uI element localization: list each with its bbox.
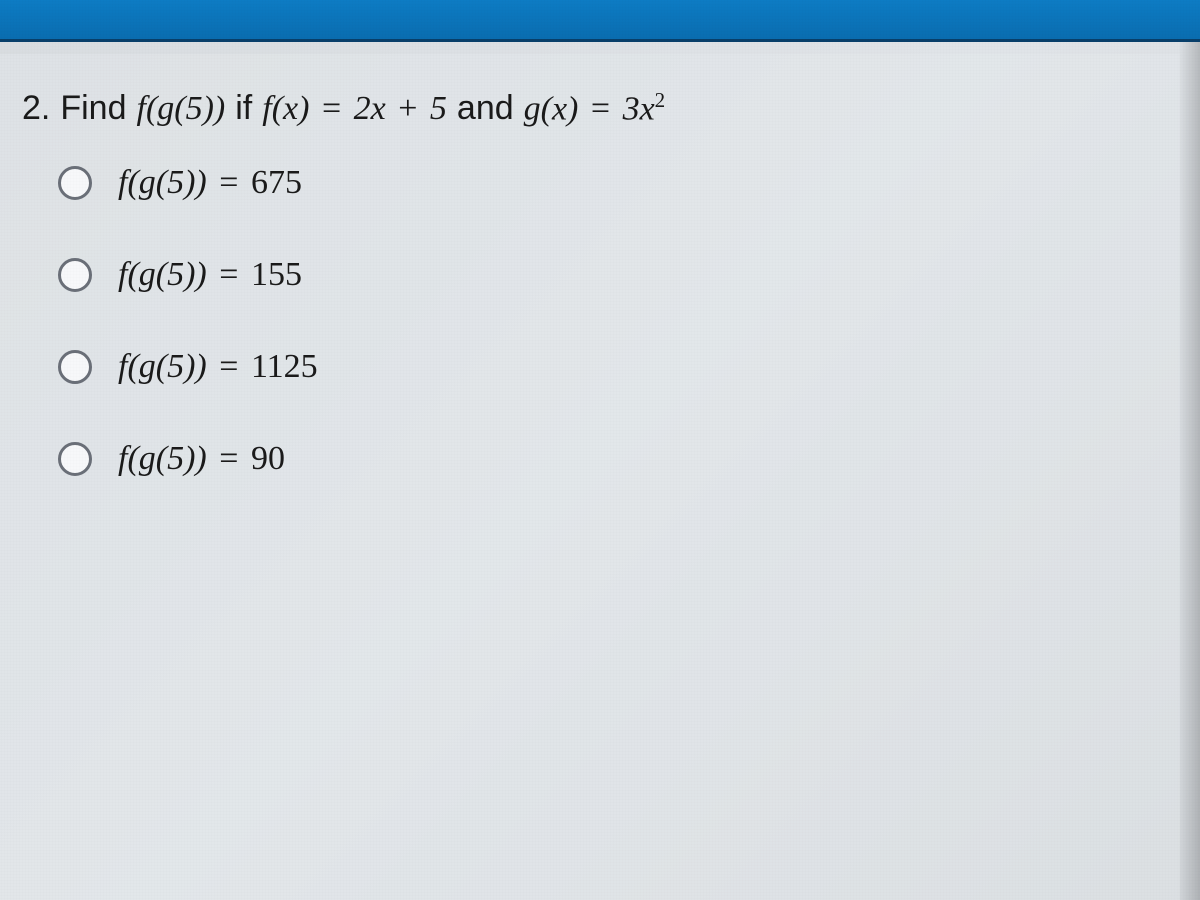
answer-option[interactable]: f(g(5)) = 675 <box>58 164 1152 202</box>
question-target-expr: f(g(5)) <box>137 90 226 128</box>
g-rhs-coef: 3 <box>623 90 640 127</box>
browser-top-bar <box>0 0 1200 42</box>
eq-sign: = <box>207 256 251 293</box>
option-lhs: f(g(5)) <box>118 440 207 477</box>
radio-button[interactable] <box>58 166 92 200</box>
question-number: 2. <box>22 89 50 128</box>
page-shadow <box>1178 42 1200 900</box>
option-value: 675 <box>251 164 302 201</box>
answer-options: f(g(5)) = 675f(g(5)) = 155f(g(5)) = 1125… <box>22 164 1152 478</box>
radio-button[interactable] <box>58 258 92 292</box>
f-lhs: f(x) <box>262 90 309 127</box>
question-if: if <box>235 89 252 128</box>
question-verb: Find <box>60 89 126 128</box>
radio-button[interactable] <box>58 350 92 384</box>
eq-sign: = <box>587 90 614 127</box>
g-rhs-var: x <box>640 90 655 127</box>
option-value: 90 <box>251 440 285 477</box>
question-and: and <box>457 89 514 128</box>
option-expression: f(g(5)) = 675 <box>118 164 302 202</box>
f-rhs-var: x <box>371 90 386 127</box>
radio-button[interactable] <box>58 442 92 476</box>
question-card: 2. Find f(g(5)) if f(x) = 2x + 5 and g(x… <box>0 54 1180 900</box>
answer-option[interactable]: f(g(5)) = 1125 <box>58 348 1152 386</box>
eq-sign: = <box>318 90 345 127</box>
option-expression: f(g(5)) = 90 <box>118 440 285 478</box>
eq-sign: = <box>207 348 251 385</box>
option-lhs: f(g(5)) <box>118 164 207 201</box>
g-definition: g(x) = 3x2 <box>524 88 666 128</box>
option-expression: f(g(5)) = 155 <box>118 256 302 294</box>
option-lhs: f(g(5)) <box>118 348 207 385</box>
eq-sign: = <box>207 440 251 477</box>
f-rhs-const: 5 <box>430 90 447 127</box>
answer-option[interactable]: f(g(5)) = 90 <box>58 440 1152 478</box>
option-value: 155 <box>251 256 302 293</box>
g-lhs: g(x) <box>524 90 579 127</box>
answer-option[interactable]: f(g(5)) = 155 <box>58 256 1152 294</box>
plus-sign: + <box>394 90 421 127</box>
eq-sign: = <box>207 164 251 201</box>
f-rhs-coef: 2 <box>354 90 371 127</box>
option-lhs: f(g(5)) <box>118 256 207 293</box>
option-expression: f(g(5)) = 1125 <box>118 348 318 386</box>
option-value: 1125 <box>251 348 318 385</box>
g-rhs-exp: 2 <box>655 88 666 112</box>
question-prompt: 2. Find f(g(5)) if f(x) = 2x + 5 and g(x… <box>22 88 1152 128</box>
f-definition: f(x) = 2x + 5 <box>262 90 447 128</box>
